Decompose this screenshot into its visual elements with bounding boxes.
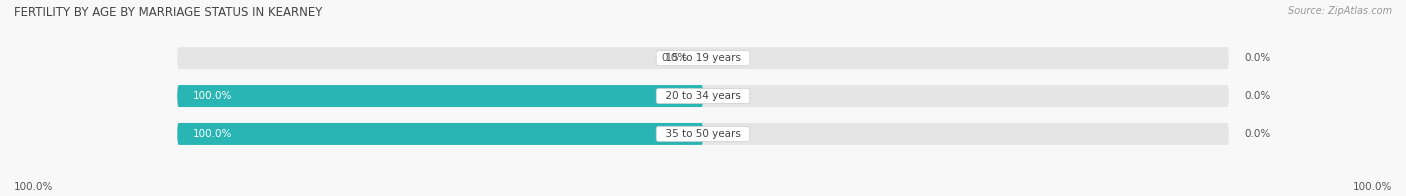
Text: 0.0%: 0.0%: [1244, 53, 1271, 63]
Text: 20 to 34 years: 20 to 34 years: [659, 91, 747, 101]
Text: 100.0%: 100.0%: [193, 129, 232, 139]
Text: 35 to 50 years: 35 to 50 years: [659, 129, 747, 139]
Text: 0.0%: 0.0%: [1244, 91, 1271, 101]
FancyBboxPatch shape: [177, 85, 703, 107]
Text: FERTILITY BY AGE BY MARRIAGE STATUS IN KEARNEY: FERTILITY BY AGE BY MARRIAGE STATUS IN K…: [14, 6, 322, 19]
Text: Source: ZipAtlas.com: Source: ZipAtlas.com: [1288, 6, 1392, 16]
Text: 15 to 19 years: 15 to 19 years: [659, 53, 747, 63]
Text: 100.0%: 100.0%: [193, 91, 232, 101]
Text: 0.0%: 0.0%: [661, 53, 688, 63]
FancyBboxPatch shape: [177, 123, 703, 145]
FancyBboxPatch shape: [177, 123, 1229, 145]
Text: 100.0%: 100.0%: [1353, 182, 1392, 192]
Text: 100.0%: 100.0%: [14, 182, 53, 192]
Text: 0.0%: 0.0%: [1244, 129, 1271, 139]
FancyBboxPatch shape: [177, 47, 1229, 69]
FancyBboxPatch shape: [177, 85, 1229, 107]
